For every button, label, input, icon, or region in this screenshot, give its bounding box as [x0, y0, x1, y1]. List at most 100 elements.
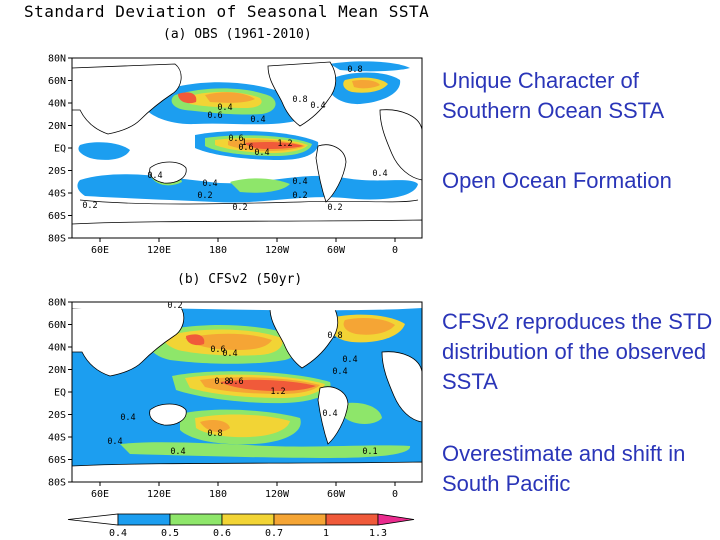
- x-tick-label: 60E: [91, 245, 109, 256]
- contour-label: 0.4: [107, 437, 122, 447]
- x-tick-label: 60W: [327, 245, 346, 256]
- map-a-npac-orange: [205, 92, 255, 103]
- map-a-contour-labels: 0.80.60.40.80.40.40.60.61 1.20.40.40.40.4…: [82, 65, 387, 213]
- x-tick-label: 60W: [327, 489, 346, 500]
- x-tick-label: 120W: [265, 489, 290, 500]
- colorbar-level-label: 0.5: [161, 528, 179, 539]
- panel-b-title: (b) CFSv2 (50yr): [177, 272, 303, 287]
- contour-label: 0.4: [147, 171, 162, 181]
- map-a-asia: [71, 63, 182, 135]
- map-b-africa: [381, 351, 423, 423]
- contour-label: 0.2: [167, 301, 182, 311]
- colorbar: 0.4 0.5 0.6 0.7 1 1.3: [67, 513, 415, 539]
- colorbar-end-high: [377, 513, 415, 526]
- y-tick-label: EQ: [54, 388, 66, 399]
- contour-label: 0.2: [232, 203, 247, 213]
- contour-label: 0.8: [214, 377, 229, 387]
- colorbar-box: [117, 513, 171, 526]
- x-tick-label: 60E: [91, 489, 109, 500]
- x-tick-label: 120W: [265, 245, 290, 256]
- contour-label: 0.8: [207, 429, 222, 439]
- colorbar-boxes: [67, 513, 415, 526]
- contour-label: 0.2: [197, 191, 212, 201]
- colorbar-level-label: 0.7: [265, 528, 283, 539]
- contour-label: 0.6: [207, 111, 222, 121]
- x-tick-label: 0: [392, 245, 398, 256]
- colorbar-end-low: [67, 513, 119, 526]
- map-a-namerica: [267, 61, 337, 127]
- colorbar-box: [325, 513, 379, 526]
- map-a-kuroshio: [178, 92, 197, 104]
- contour-label: 0.4: [292, 177, 307, 187]
- contour-label: 0.6: [228, 377, 243, 387]
- y-tick-label: 20S: [48, 410, 66, 421]
- note-open-ocean: Open Ocean Formation: [442, 168, 672, 193]
- map-b-spac-orange: [200, 420, 230, 432]
- y-tick-label: 20N: [48, 121, 66, 132]
- colorbar-labels: 0.4 0.5 0.6 0.7 1 1.3: [109, 528, 387, 539]
- obs-std-map: 80N 60N 40N 20N EQ 20S 40S 60S 80S 60E 120E 180 120…: [48, 54, 423, 256]
- contour-label: 0.4: [372, 169, 387, 179]
- contour-label: 0.8: [292, 95, 307, 105]
- y-tick-label: 40N: [48, 343, 66, 354]
- map-b-arctic: [72, 302, 422, 311]
- map-b-australia: [149, 403, 187, 426]
- map-a-samerica: [315, 144, 347, 203]
- map-a-antarctica: [71, 219, 423, 239]
- map-b-contour-labels: 0.20.80.60.40.60.81.20.40.40.80.40.40.40…: [107, 301, 377, 457]
- contour-label: 0.8: [347, 65, 362, 75]
- note-overestimate: Overestimate and shift in South Pacific: [442, 441, 686, 496]
- y-tick-label: 20N: [48, 365, 66, 376]
- contour-label: 0.4: [310, 101, 325, 111]
- x-tick-label: 0: [392, 489, 398, 500]
- map-b-npac-orange: [185, 333, 272, 350]
- contour-label: 0.2: [292, 191, 307, 201]
- colorbar-box: [273, 513, 327, 526]
- contour-label: 0.4: [222, 349, 237, 359]
- y-tick-label: 40S: [48, 433, 66, 444]
- y-tick-label: 20S: [48, 166, 66, 177]
- contour-label: 0.6: [238, 143, 253, 153]
- map-a-x-axis: 60E 120E 180 120W 60W 0: [91, 238, 398, 256]
- y-tick-label: 60N: [48, 76, 66, 87]
- contour-label: 0.4: [254, 148, 269, 158]
- colorbar-box: [169, 513, 223, 526]
- y-tick-label: 80S: [48, 478, 66, 489]
- map-a-contour-line: [79, 199, 419, 205]
- map-a-australia: [149, 161, 187, 184]
- map-b-natl-so-green: [340, 402, 382, 424]
- colorbar-level-label: 1: [323, 528, 329, 539]
- figure-title: Standard Deviation of Seasonal Mean SSTA: [24, 2, 430, 21]
- map-b-x-axis: 60E 120E 180 120W 60W 0: [91, 482, 398, 500]
- map-a-y-axis: 80N 60N 40N 20N EQ 20S 40S 60S 80S: [48, 54, 72, 245]
- map-a-natl-orange: [352, 80, 380, 89]
- colorbar-level-label: 0.4: [109, 528, 127, 539]
- y-tick-label: 60S: [48, 211, 66, 222]
- contour-label: 0.4: [342, 355, 357, 365]
- contour-label: 0.4: [250, 115, 265, 125]
- contour-label: 0.2: [82, 201, 97, 211]
- contour-label: 1.2: [270, 387, 285, 397]
- y-tick-label: EQ: [54, 144, 66, 155]
- y-tick-label: 40N: [48, 99, 66, 110]
- contour-label: 0.6: [228, 134, 243, 144]
- contour-label: 1.2: [277, 139, 292, 149]
- contour-label: 0.4: [322, 409, 337, 419]
- contour-label: 0.1: [362, 447, 377, 457]
- colorbar-box: [221, 513, 275, 526]
- map-a-so-green: [230, 178, 290, 193]
- contour-label: 0.4: [332, 367, 347, 377]
- colorbar-level-label: 1.3: [369, 528, 387, 539]
- note-cfsv2-reproduces: CFSv2 reproduces the STD distribution of…: [442, 309, 713, 394]
- x-tick-label: 180: [209, 489, 227, 500]
- note-southern-ocean: Unique Character of Southern Ocean SSTA: [442, 68, 665, 123]
- contour-label: 0.4: [202, 179, 217, 189]
- map-a-enso-red: [245, 142, 303, 149]
- y-tick-label: 60S: [48, 455, 66, 466]
- map-b-namerica: [269, 303, 339, 369]
- x-tick-label: 180: [209, 245, 227, 256]
- map-a-indian-blue: [78, 142, 130, 160]
- contour-label: 1: [241, 138, 246, 148]
- map-a-arctic: [330, 61, 410, 72]
- contour-label: 0.8: [327, 331, 342, 341]
